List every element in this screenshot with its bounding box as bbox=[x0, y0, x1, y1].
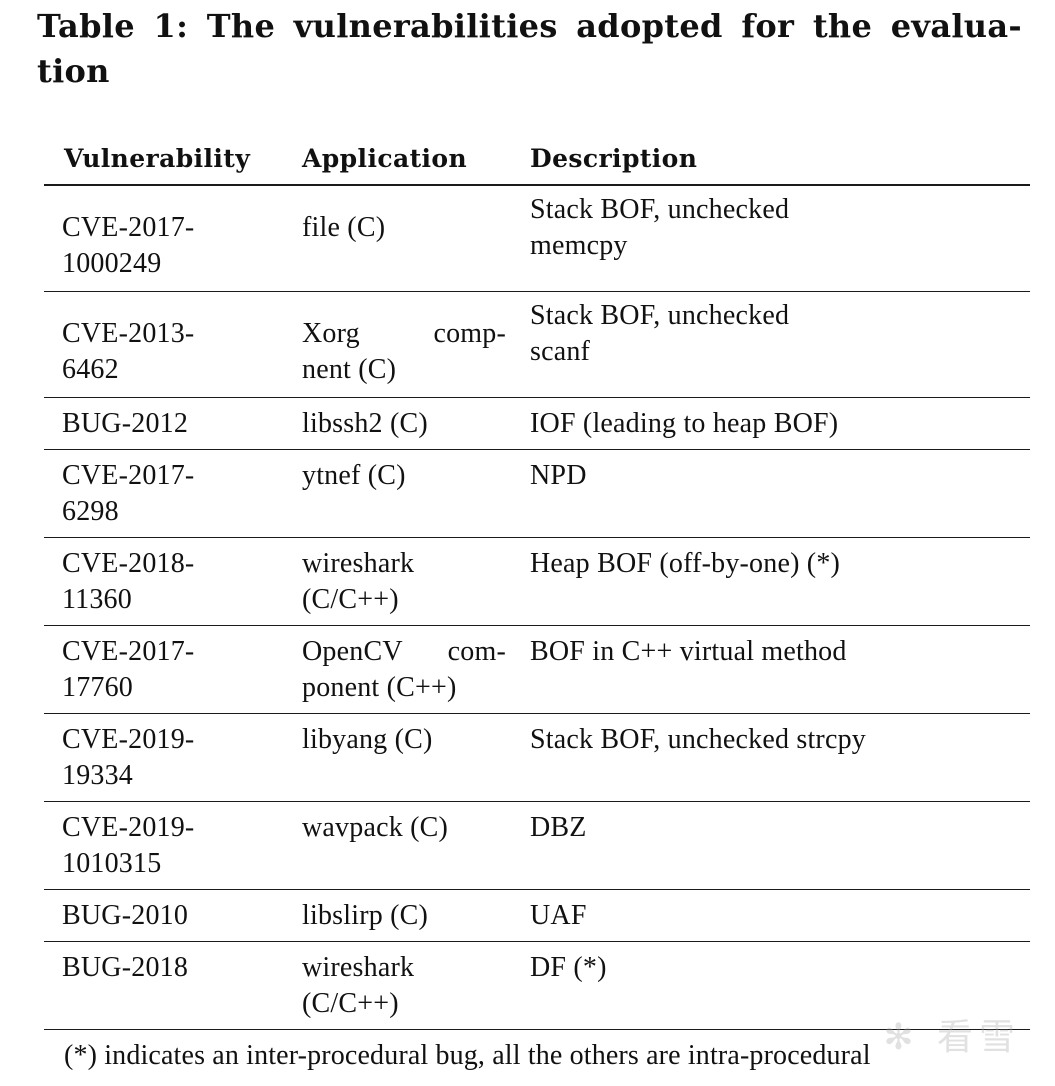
cell-description: IOF (leading to heap BOF) bbox=[510, 397, 1030, 450]
cell-vulnerability-line: BUG-2018 bbox=[62, 951, 189, 983]
cell-application: wireshark (C/C++) bbox=[284, 537, 510, 626]
cell-vulnerability-line: 19334 bbox=[62, 759, 133, 791]
cell-vulnerability-line: 1010315 bbox=[62, 847, 162, 879]
caption-line-2: tion bbox=[37, 52, 110, 90]
cell-description-line: UAF bbox=[530, 899, 587, 931]
table-row: CVE-2017- 17760 OpenCV com-ponent (C++) BOF… bbox=[44, 625, 1030, 714]
cell-vulnerability-line: CVE-2018- bbox=[62, 547, 195, 579]
cell-description-line: Stack BOF, unchecked strcpy bbox=[530, 723, 866, 755]
header-description: Description bbox=[510, 134, 1030, 186]
cell-application: wavpack (C) bbox=[284, 801, 510, 890]
cell-application-line: (C/C++) bbox=[302, 583, 399, 615]
cell-vulnerability-line: CVE-2019- bbox=[62, 723, 195, 755]
cell-application-line: ponent (C++) bbox=[302, 671, 457, 703]
cell-description: DF (*) bbox=[510, 941, 1030, 1030]
cell-description-line: memcpy bbox=[530, 230, 628, 261]
cell-application: libyang (C) bbox=[284, 713, 510, 802]
cell-description-line: scanf bbox=[530, 335, 591, 367]
cell-description: NPD bbox=[510, 449, 1030, 538]
cell-application-line: (C/C++) bbox=[302, 987, 399, 1019]
vulnerabilities-table: Vulnerability Application Description CV… bbox=[44, 134, 1030, 1030]
cell-description: DBZ bbox=[510, 801, 1030, 890]
cell-application-line: nent (C) bbox=[302, 353, 397, 385]
header-vulnerability: Vulnerability bbox=[44, 134, 284, 186]
cell-description: Heap BOF (off-by-one) (*) bbox=[510, 537, 1030, 626]
cell-application: libslirp (C) bbox=[284, 889, 510, 942]
cell-description-line: Heap BOF (off-by-one) (*) bbox=[530, 547, 841, 579]
cell-vulnerability-line: 17760 bbox=[62, 671, 133, 703]
cell-application-line: libslirp (C) bbox=[302, 899, 429, 931]
cell-vulnerability: BUG-2018 bbox=[44, 941, 284, 1030]
cell-vulnerability-line: CVE-2017- bbox=[62, 459, 195, 491]
cell-vulnerability: CVE-2019- 1010315 bbox=[44, 801, 284, 890]
cell-application: OpenCV com-ponent (C++) bbox=[284, 625, 510, 714]
cell-description: Stack BOF, unchecked scanf bbox=[510, 291, 1030, 398]
table-row: BUG-2018 wireshark (C/C++) DF (*) bbox=[44, 941, 1030, 1030]
cell-vulnerability-line: 1000249 bbox=[62, 248, 162, 279]
cell-vulnerability: CVE-2017- 1000249 bbox=[44, 185, 284, 292]
table-header-row: Vulnerability Application Description bbox=[44, 134, 1030, 186]
cell-vulnerability-line: CVE-2017- bbox=[62, 212, 195, 243]
cell-description: Stack BOF, unchecked memcpy bbox=[510, 185, 1030, 292]
cell-vulnerability: CVE-2019- 19334 bbox=[44, 713, 284, 802]
cell-description: Stack BOF, unchecked strcpy bbox=[510, 713, 1030, 802]
table-footnote: (*) indicates an inter-procedural bug, a… bbox=[64, 1040, 871, 1071]
cell-vulnerability: CVE-2017- 6298 bbox=[44, 449, 284, 538]
caption-line-1: Table 1: The vulnerabilities adopted for… bbox=[37, 7, 1022, 45]
cell-vulnerability-line: 6462 bbox=[62, 353, 119, 385]
cell-application: ytnef (C) bbox=[284, 449, 510, 538]
watermark: ✻ 看雪 bbox=[883, 1008, 1021, 1060]
cell-vulnerability-line: BUG-2010 bbox=[62, 899, 189, 931]
watermark-text: 看雪 bbox=[936, 1017, 1021, 1058]
cell-application-line: libssh2 (C) bbox=[302, 407, 428, 439]
table-row: CVE-2017- 1000249 file (C) Stack BOF, unche… bbox=[44, 185, 1030, 292]
header-application: Application bbox=[284, 134, 510, 186]
cell-description-line: DF (*) bbox=[530, 951, 607, 983]
table-body: CVE-2017- 1000249 file (C) Stack BOF, unche… bbox=[44, 185, 1030, 1030]
cell-description-line: BOF in C++ virtual method bbox=[530, 635, 847, 667]
table-row: BUG-2010 libslirp (C) UAF bbox=[44, 889, 1030, 942]
cell-vulnerability: BUG-2012 bbox=[44, 397, 284, 450]
cell-description-line: Stack BOF, unchecked bbox=[530, 299, 790, 331]
cell-application: libssh2 (C) bbox=[284, 397, 510, 450]
cell-application-line: OpenCV com- bbox=[302, 635, 506, 667]
cell-application-line: libyang (C) bbox=[302, 723, 433, 755]
cell-vulnerability: BUG-2010 bbox=[44, 889, 284, 942]
cell-description-line: DBZ bbox=[530, 811, 587, 843]
table-row: CVE-2019- 19334 libyang (C) Stack BOF, unch… bbox=[44, 713, 1030, 802]
cell-application-line: Xorg comp- bbox=[302, 317, 506, 349]
cell-application: wireshark (C/C++) bbox=[284, 941, 510, 1030]
cell-description-line: NPD bbox=[530, 459, 587, 491]
cell-description-line: IOF (leading to heap BOF) bbox=[530, 407, 839, 439]
table-caption: Table 1: The vulnerabilities adopted for… bbox=[37, 4, 1022, 94]
cell-application-line: file (C) bbox=[302, 212, 386, 243]
cell-application-line: wavpack (C) bbox=[302, 811, 449, 843]
table-row: CVE-2017- 6298 ytnef (C) NPD bbox=[44, 449, 1030, 538]
cell-application: Xorg comp-nent (C) bbox=[284, 291, 510, 398]
cell-application-line: wireshark bbox=[302, 951, 415, 983]
table-row: BUG-2012 libssh2 (C) IOF (leading to heap … bbox=[44, 397, 1030, 450]
cell-application-line: ytnef (C) bbox=[302, 459, 406, 491]
cell-description-line: Stack BOF, unchecked bbox=[530, 194, 790, 225]
cell-application: file (C) bbox=[284, 185, 510, 292]
cell-vulnerability-line: BUG-2012 bbox=[62, 407, 189, 439]
snowflake-logo-icon: ✻ bbox=[883, 1017, 920, 1058]
cell-vulnerability: CVE-2017- 17760 bbox=[44, 625, 284, 714]
table-row: CVE-2013- 6462 Xorg comp-nent (C) Stack BOF… bbox=[44, 291, 1030, 398]
cell-vulnerability-line: 6298 bbox=[62, 495, 119, 527]
cell-description: BOF in C++ virtual method bbox=[510, 625, 1030, 714]
table-row: CVE-2018- 11360 wireshark (C/C++) Heap BOF (… bbox=[44, 537, 1030, 626]
cell-vulnerability: CVE-2018- 11360 bbox=[44, 537, 284, 626]
cell-vulnerability-line: CVE-2013- bbox=[62, 317, 195, 349]
table-row: CVE-2019- 1010315 wavpack (C) DBZ bbox=[44, 801, 1030, 890]
cell-vulnerability-line: CVE-2019- bbox=[62, 811, 195, 843]
cell-description: UAF bbox=[510, 889, 1030, 942]
cell-vulnerability: CVE-2013- 6462 bbox=[44, 291, 284, 398]
cell-vulnerability-line: CVE-2017- bbox=[62, 635, 195, 667]
cell-application-line: wireshark bbox=[302, 547, 415, 579]
cell-vulnerability-line: 11360 bbox=[62, 583, 132, 615]
